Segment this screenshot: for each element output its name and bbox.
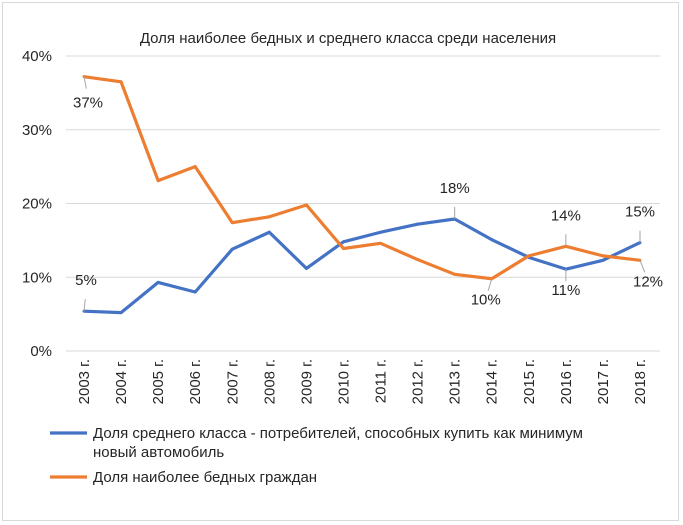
data-point (527, 254, 531, 258)
label-leader (639, 260, 646, 273)
y-tick-label: 10% (22, 269, 52, 286)
data-point (416, 258, 420, 262)
data-point (267, 230, 271, 234)
legend-label: Доля наиболее бедных граждан (93, 469, 317, 486)
series-line (83, 217, 641, 315)
x-tick-label: 2014 г. (484, 359, 501, 404)
data-label: 15% (625, 204, 655, 221)
y-tick-label: 0% (30, 343, 52, 360)
x-tick-label: 2011 г. (373, 359, 390, 403)
x-tick-label: 2018 г. (632, 359, 649, 404)
label-leader (83, 76, 87, 89)
legend-label: Доля среднего класса - потребителей, спо… (93, 425, 583, 461)
data-point (601, 254, 605, 258)
data-point (156, 280, 160, 284)
data-point (304, 266, 308, 270)
data-point (341, 240, 345, 244)
data-label: 10% (471, 292, 501, 309)
data-label: 14% (551, 207, 581, 224)
data-point (341, 246, 345, 250)
y-tick-label: 30% (22, 122, 52, 139)
data-label: 37% (73, 95, 103, 112)
chart-frame (2, 2, 679, 521)
data-point (193, 290, 197, 294)
data-label: 12% (633, 273, 663, 290)
series-line (83, 75, 641, 281)
data-point (304, 203, 308, 207)
data-point (267, 215, 271, 219)
data-point (230, 221, 234, 225)
x-tick-label: 2015 г. (521, 359, 538, 404)
y-tick-label: 40% (22, 48, 52, 65)
data-point (453, 272, 457, 276)
x-tick-label: 2010 г. (335, 359, 352, 404)
data-point (379, 230, 383, 234)
y-tick-label: 20% (22, 196, 52, 213)
x-tick-label: 2013 г. (447, 359, 464, 404)
data-point (119, 80, 123, 84)
data-label: 5% (75, 272, 97, 289)
data-label: 18% (440, 180, 470, 197)
label-leader (83, 299, 86, 312)
x-tick-label: 2012 г. (410, 359, 427, 404)
x-tick-label: 2005 г. (150, 359, 167, 404)
x-tick-label: 2008 г. (261, 359, 278, 404)
data-point (119, 311, 123, 315)
data-label: 11% (551, 282, 580, 299)
chart-title: Доля наиболее бедных и среднего класса с… (140, 30, 556, 47)
data-point (490, 238, 494, 242)
x-tick-label: 2009 г. (298, 359, 315, 404)
data-point (230, 247, 234, 251)
x-tick-label: 2007 г. (224, 359, 241, 404)
x-tick-label: 2017 г. (595, 359, 612, 404)
x-tick-label: 2006 г. (187, 359, 204, 404)
label-leader (487, 278, 493, 291)
x-tick-label: 2004 г. (113, 359, 130, 404)
data-point (379, 241, 383, 245)
data-point (416, 222, 420, 226)
x-tick-label: 2003 г. (76, 359, 93, 404)
data-point (193, 165, 197, 169)
x-tick-label: 2016 г. (558, 359, 575, 404)
data-point (601, 258, 605, 262)
data-point (156, 179, 160, 183)
